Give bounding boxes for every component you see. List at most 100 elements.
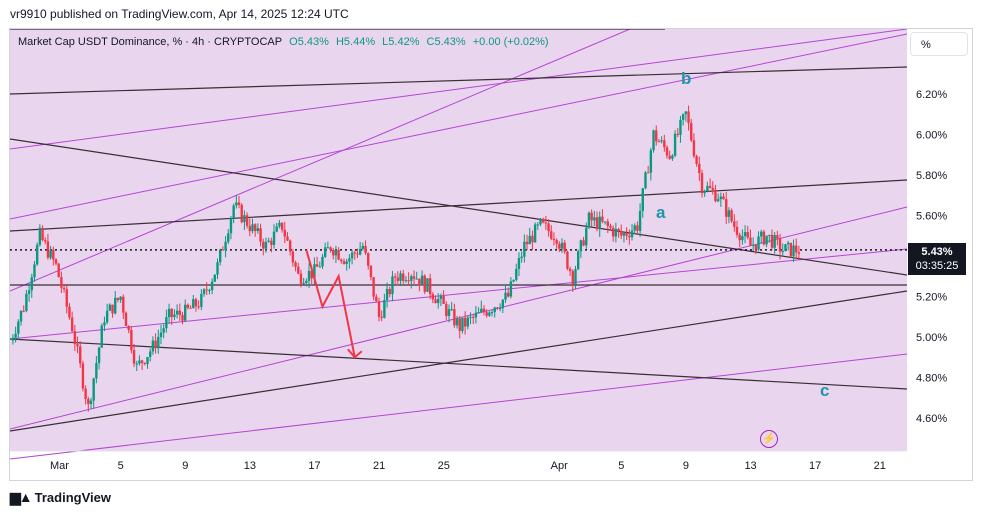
candle-body — [504, 292, 507, 300]
candle-body — [377, 301, 381, 317]
candle-body — [19, 310, 23, 322]
candle-body — [105, 310, 109, 323]
candle-body — [259, 228, 262, 242]
x-tick-label: Apr — [551, 460, 568, 472]
candle-body — [130, 329, 133, 351]
candle-body — [178, 310, 182, 315]
candle-body — [453, 309, 456, 326]
candle-body — [733, 221, 736, 227]
candle-body — [574, 269, 577, 285]
candle-body — [463, 317, 467, 327]
x-tick-label: 13 — [744, 460, 756, 472]
candle-body — [275, 226, 278, 232]
candle-body — [294, 262, 297, 267]
candle-body — [364, 245, 367, 254]
x-axis: Mar 5 9 13 17 21 25 Apr 5 9 13 17 21 — [10, 450, 907, 472]
candle-body — [708, 185, 712, 188]
y-tick-label: 6.20% — [916, 89, 947, 101]
candle-body — [197, 306, 200, 308]
candle-body — [380, 316, 383, 318]
x-tick-label: 21 — [874, 460, 886, 472]
candle-body — [307, 270, 311, 281]
candle-body — [625, 232, 628, 236]
tradingview-logo[interactable]: ▆▲ TradingView — [10, 489, 111, 506]
candle-body — [611, 227, 615, 237]
candle-body — [582, 240, 585, 246]
candle-body — [22, 310, 25, 312]
trendline-0 — [10, 66, 908, 95]
candle-body — [154, 340, 157, 349]
candle-body — [224, 241, 227, 251]
y-tick-label: 6.00% — [916, 130, 947, 142]
candle-body — [170, 308, 173, 318]
candle-body — [439, 295, 443, 299]
x-tick-label: 21 — [373, 460, 385, 472]
candle-body — [727, 210, 731, 217]
candle-body — [41, 227, 44, 241]
legend-symbol: Market Cap USDT Dominance, % · 4h · CRYP… — [18, 36, 283, 48]
candle-body — [92, 378, 95, 401]
candle-body — [466, 317, 470, 327]
candle-body — [585, 227, 588, 246]
candle-body — [649, 150, 653, 173]
legend-change: +0.00 (+0.02%) — [472, 36, 549, 48]
candle-body — [243, 215, 246, 223]
candle-body — [70, 317, 74, 332]
candle-body — [393, 276, 397, 278]
x-tick-label: 17 — [308, 460, 320, 472]
candle-body — [547, 223, 550, 232]
candle-body — [262, 241, 265, 249]
x-tick-label: 17 — [809, 460, 821, 472]
candle-body — [248, 225, 251, 232]
candle-body — [512, 279, 515, 282]
candle-body — [11, 337, 15, 341]
candle-body — [579, 240, 583, 252]
candle-body — [552, 238, 556, 240]
percent-scale-button[interactable]: % — [910, 32, 968, 56]
candle-body — [428, 278, 432, 295]
candle-body — [216, 262, 219, 275]
candle-body — [539, 218, 542, 225]
candle-body — [450, 309, 453, 311]
legend-high: H5.44% — [335, 36, 376, 48]
candle-body — [97, 347, 101, 364]
candle-body — [445, 303, 448, 316]
candle-body — [730, 210, 733, 222]
candle-body — [488, 312, 491, 316]
candle-body — [768, 234, 771, 236]
candle-body — [119, 296, 122, 300]
candle-body — [54, 259, 58, 264]
candle-body — [200, 293, 203, 307]
candle-body — [703, 190, 706, 194]
candle-body — [630, 230, 634, 238]
candle-body — [507, 292, 510, 297]
x-tick-label: 9 — [683, 460, 689, 472]
candle-body — [568, 268, 572, 272]
candle-body — [523, 241, 526, 257]
candle-body — [663, 140, 666, 148]
candle-body — [633, 225, 636, 231]
candle-body — [286, 236, 289, 241]
lightning-icon[interactable]: ⚡ — [760, 430, 778, 448]
candle-body — [646, 172, 650, 174]
projection-path — [305, 249, 356, 358]
candle-body — [563, 242, 566, 252]
candle-body — [566, 251, 569, 269]
candle-body — [786, 242, 790, 245]
candle-body — [232, 205, 235, 219]
candle-body — [722, 196, 725, 200]
candle-body — [334, 250, 338, 256]
candle-body — [356, 253, 359, 255]
candle-body — [49, 249, 52, 258]
x-tick-label: 13 — [244, 460, 256, 472]
candle-body — [437, 298, 440, 304]
candle-body — [773, 235, 776, 248]
candle-body — [385, 288, 389, 300]
chart-canvas[interactable]: 6.20% 6.00% 5.80% 5.60% 5.20% 5.00% 4.80% 4.60%… — [10, 29, 973, 480]
x-tick-label: 5 — [618, 460, 624, 472]
candle-body — [550, 231, 553, 239]
candle-body — [698, 163, 701, 174]
candle-body — [173, 314, 176, 318]
candle-body — [644, 172, 647, 189]
candle-body — [245, 215, 249, 226]
